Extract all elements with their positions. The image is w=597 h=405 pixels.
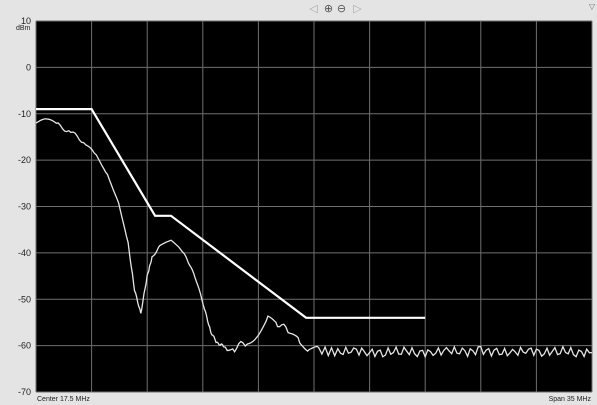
- y-tick-label: 10: [21, 16, 31, 26]
- corner-icon[interactable]: ▽: [588, 2, 595, 11]
- y-axis-unit-label: dBm: [16, 25, 31, 32]
- y-tick-label: -20: [18, 155, 31, 165]
- limit-mask-line: [36, 107, 426, 319]
- y-tick-label: -50: [18, 294, 31, 304]
- scroll-right-icon[interactable]: ▷: [353, 2, 362, 15]
- zoom-out-icon[interactable]: ⊖: [336, 2, 347, 15]
- y-tick-label: 0: [26, 62, 31, 72]
- measured-trace: [35, 118, 593, 359]
- grid-lines: [35, 20, 593, 393]
- scroll-left-icon[interactable]: ◁: [309, 2, 318, 15]
- y-tick-label: -40: [18, 248, 31, 258]
- y-axis-ticks: 10 0 -10 -20 -30 -40 -50 -60 -70: [18, 16, 31, 397]
- zoom-in-icon[interactable]: ⊕: [323, 2, 334, 15]
- y-tick-label: -30: [18, 202, 31, 212]
- y-tick-label: -60: [18, 341, 31, 351]
- center-frequency-label: Center 17.5 MHz: [37, 396, 90, 403]
- span-label: Span 35 MHz: [549, 396, 592, 403]
- y-tick-label: -70: [18, 387, 31, 397]
- y-tick-label: -10: [18, 109, 31, 119]
